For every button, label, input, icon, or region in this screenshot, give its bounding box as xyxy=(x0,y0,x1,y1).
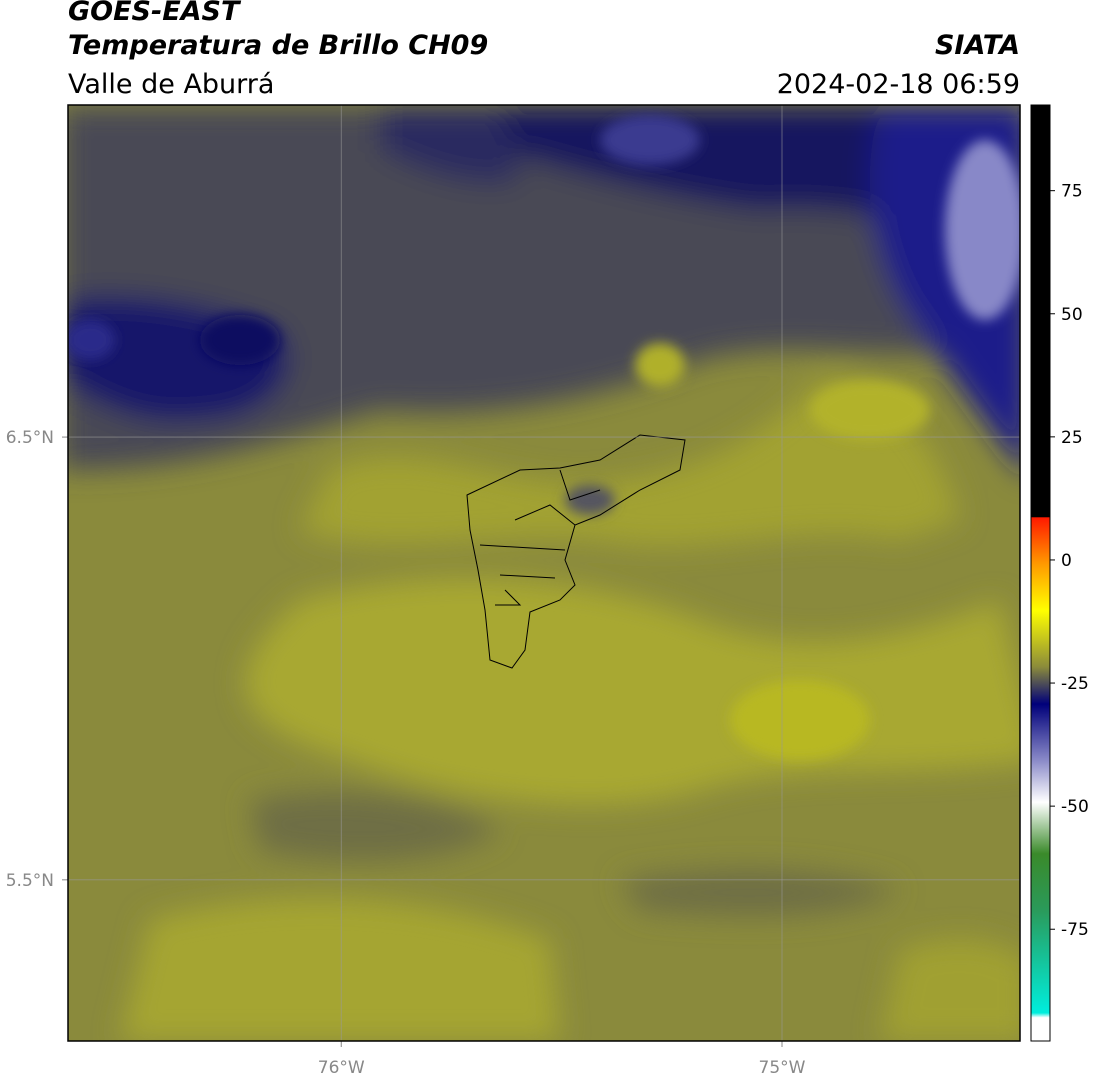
title: GOES-EAST xyxy=(68,0,242,27)
colorbar-tick-label: 50 xyxy=(1061,305,1083,325)
colorbar-tick-label: 75 xyxy=(1061,182,1083,202)
y-tick-label: 5.5°N xyxy=(6,871,54,891)
x-tick-label: 75°W xyxy=(759,1058,806,1078)
colorbar-tick-label: -25 xyxy=(1061,674,1089,694)
colorbar-tick-label: 25 xyxy=(1061,428,1083,448)
y-tick-label: 6.5°N xyxy=(6,428,54,448)
map-frame xyxy=(67,104,1021,1042)
colorbar-tick-label: -50 xyxy=(1061,797,1089,817)
colorbar-tick-label: -75 xyxy=(1061,920,1089,940)
colorbar xyxy=(1030,104,1051,1042)
graticule: 76°W 75°W 6.5°N 5.5°N xyxy=(6,105,1020,1078)
colorbar-tick-label: 0 xyxy=(1061,551,1072,571)
source: SIATA xyxy=(935,30,1020,61)
map-image xyxy=(68,105,1020,1041)
colorbar-ticks: 75 50 25 0 -25 -50 -75 xyxy=(1050,182,1089,940)
x-tick-label: 76°W xyxy=(318,1058,365,1078)
timestamp: 2024-02-18 06:59 xyxy=(777,69,1020,100)
region: Valle de Aburrá xyxy=(68,69,274,100)
subtitle: Temperatura de Brillo CH09 xyxy=(68,30,488,61)
